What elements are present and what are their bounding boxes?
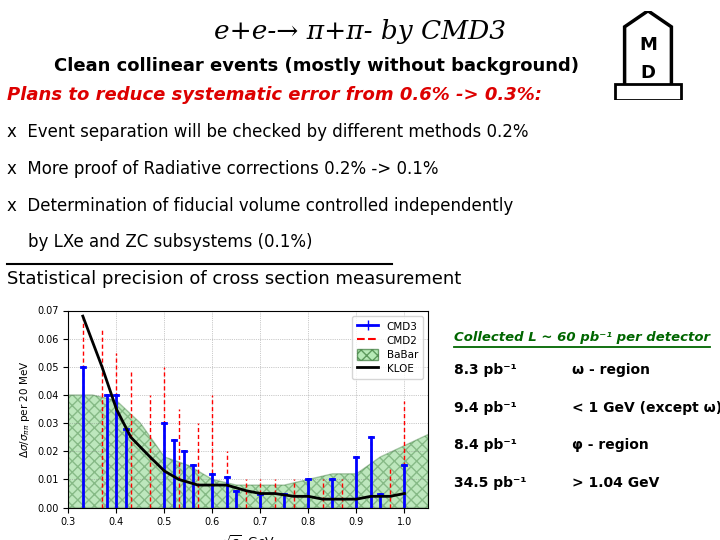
- Text: 8.4 pb⁻¹: 8.4 pb⁻¹: [454, 438, 516, 452]
- Text: D: D: [641, 64, 655, 82]
- X-axis label: $\sqrt{s}$, GeV: $\sqrt{s}$, GeV: [222, 533, 275, 540]
- Text: Clean collinear events (mostly without background): Clean collinear events (mostly without b…: [54, 57, 579, 75]
- Text: φ - region: φ - region: [572, 438, 649, 452]
- Y-axis label: $\Delta\sigma/\sigma_{\pi\pi}$ per 20 MeV: $\Delta\sigma/\sigma_{\pi\pi}$ per 20 Me…: [17, 360, 32, 458]
- Text: ω - region: ω - region: [572, 363, 650, 377]
- Text: M: M: [639, 36, 657, 53]
- Polygon shape: [624, 11, 671, 100]
- Text: 9.4 pb⁻¹: 9.4 pb⁻¹: [454, 401, 516, 415]
- Text: x  More proof of Radiative corrections 0.2% -> 0.1%: x More proof of Radiative corrections 0.…: [7, 160, 438, 178]
- Text: 8.3 pb⁻¹: 8.3 pb⁻¹: [454, 363, 516, 377]
- Text: 34.5 pb⁻¹: 34.5 pb⁻¹: [454, 476, 526, 490]
- Text: Plans to reduce systematic error from 0.6% -> 0.3%:: Plans to reduce systematic error from 0.…: [7, 86, 542, 104]
- Text: < 1 GeV (except ω): < 1 GeV (except ω): [572, 401, 720, 415]
- Text: > 1.04 GeV: > 1.04 GeV: [572, 476, 660, 490]
- Text: Statistical precision of cross section measurement: Statistical precision of cross section m…: [7, 270, 462, 288]
- Text: x  Event separation will be checked by different methods 0.2%: x Event separation will be checked by di…: [7, 123, 528, 141]
- Text: by LXe and ZC subsystems (0.1%): by LXe and ZC subsystems (0.1%): [7, 233, 312, 251]
- Text: e+e-→ π+π- by CMD3: e+e-→ π+π- by CMD3: [214, 19, 506, 44]
- Bar: [615, 84, 680, 100]
- Legend: CMD3, CMD2, BaBar, KLOE: CMD3, CMD2, BaBar, KLOE: [352, 316, 423, 379]
- Text: x  Determination of fiducial volume controlled independently: x Determination of fiducial volume contr…: [7, 197, 513, 214]
- Text: Collected L ~ 60 pb⁻¹ per detector: Collected L ~ 60 pb⁻¹ per detector: [454, 331, 710, 344]
